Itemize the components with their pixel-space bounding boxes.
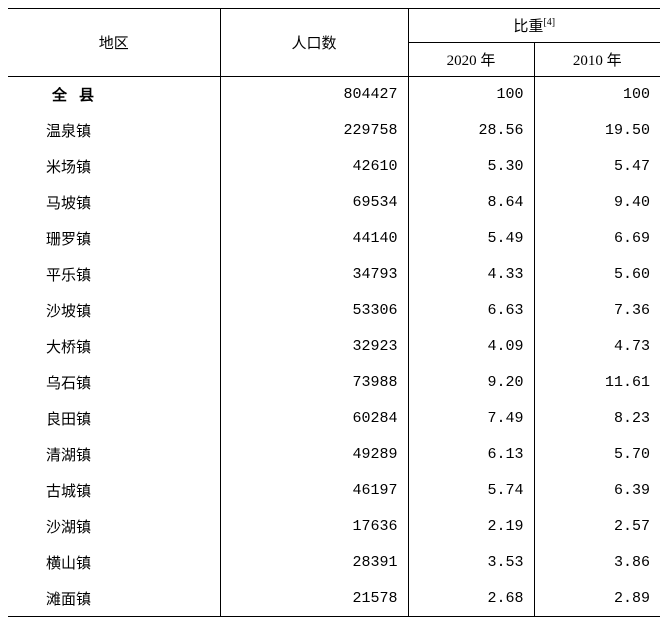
header-weight: 比重[4] xyxy=(408,9,660,43)
table-row: 沙坡镇533066.637.36 xyxy=(8,293,660,329)
cell-weight-2020: 5.74 xyxy=(408,473,534,509)
cell-weight-2020: 2.68 xyxy=(408,581,534,617)
table-row: 平乐镇347934.335.60 xyxy=(8,257,660,293)
population-table-container: 地区 人口数 比重[4] 2020 年 2010 年 全县80442710010… xyxy=(8,8,660,617)
table-row: 滩面镇215782.682.89 xyxy=(8,581,660,617)
cell-population: 44140 xyxy=(220,221,408,257)
table-row: 清湖镇492896.135.70 xyxy=(8,437,660,473)
cell-population: 229758 xyxy=(220,113,408,149)
table-row: 大桥镇329234.094.73 xyxy=(8,329,660,365)
table-row: 古城镇461975.746.39 xyxy=(8,473,660,509)
header-year-2020: 2020 年 xyxy=(408,43,534,77)
cell-weight-2010: 5.60 xyxy=(534,257,660,293)
cell-weight-2020: 9.20 xyxy=(408,365,534,401)
cell-weight-2010: 19.50 xyxy=(534,113,660,149)
cell-population: 17636 xyxy=(220,509,408,545)
cell-weight-2020: 7.49 xyxy=(408,401,534,437)
cell-region: 良田镇 xyxy=(8,401,220,437)
cell-weight-2010: 9.40 xyxy=(534,185,660,221)
cell-region: 清湖镇 xyxy=(8,437,220,473)
cell-region: 平乐镇 xyxy=(8,257,220,293)
cell-weight-2010: 2.57 xyxy=(534,509,660,545)
header-region: 地区 xyxy=(8,9,220,77)
cell-weight-2010: 3.86 xyxy=(534,545,660,581)
cell-population: 46197 xyxy=(220,473,408,509)
cell-weight-2010: 6.39 xyxy=(534,473,660,509)
cell-weight-2020: 8.64 xyxy=(408,185,534,221)
table-row: 温泉镇22975828.5619.50 xyxy=(8,113,660,149)
cell-region: 乌石镇 xyxy=(8,365,220,401)
cell-weight-2020: 2.19 xyxy=(408,509,534,545)
cell-weight-2020: 100 xyxy=(408,77,534,113)
table-row: 米场镇426105.305.47 xyxy=(8,149,660,185)
cell-weight-2010: 5.70 xyxy=(534,437,660,473)
cell-region: 珊罗镇 xyxy=(8,221,220,257)
cell-population: 21578 xyxy=(220,581,408,617)
cell-weight-2010: 4.73 xyxy=(534,329,660,365)
header-weight-label: 比重 xyxy=(513,19,543,35)
cell-population: 34793 xyxy=(220,257,408,293)
header-weight-note: [4] xyxy=(543,17,555,28)
cell-population: 53306 xyxy=(220,293,408,329)
cell-weight-2010: 100 xyxy=(534,77,660,113)
cell-weight-2020: 5.49 xyxy=(408,221,534,257)
cell-weight-2020: 6.13 xyxy=(408,437,534,473)
table-row: 良田镇602847.498.23 xyxy=(8,401,660,437)
header-population: 人口数 xyxy=(220,9,408,77)
cell-weight-2020: 4.09 xyxy=(408,329,534,365)
table-row: 马坡镇695348.649.40 xyxy=(8,185,660,221)
cell-weight-2020: 28.56 xyxy=(408,113,534,149)
table-row: 乌石镇739889.2011.61 xyxy=(8,365,660,401)
cell-population: 60284 xyxy=(220,401,408,437)
cell-weight-2010: 2.89 xyxy=(534,581,660,617)
cell-region: 沙坡镇 xyxy=(8,293,220,329)
table-body: 全县804427100100温泉镇22975828.5619.50米场镇4261… xyxy=(8,77,660,617)
cell-region: 滩面镇 xyxy=(8,581,220,617)
cell-region: 马坡镇 xyxy=(8,185,220,221)
table-header: 地区 人口数 比重[4] 2020 年 2010 年 xyxy=(8,9,660,77)
cell-region: 沙湖镇 xyxy=(8,509,220,545)
table-row: 珊罗镇441405.496.69 xyxy=(8,221,660,257)
table-row: 全县804427100100 xyxy=(8,77,660,113)
header-row-1: 地区 人口数 比重[4] xyxy=(8,9,660,43)
cell-weight-2010: 7.36 xyxy=(534,293,660,329)
cell-population: 32923 xyxy=(220,329,408,365)
cell-region: 大桥镇 xyxy=(8,329,220,365)
cell-weight-2020: 3.53 xyxy=(408,545,534,581)
cell-weight-2010: 6.69 xyxy=(534,221,660,257)
cell-region: 米场镇 xyxy=(8,149,220,185)
cell-weight-2010: 8.23 xyxy=(534,401,660,437)
cell-weight-2020: 6.63 xyxy=(408,293,534,329)
table-row: 沙湖镇176362.192.57 xyxy=(8,509,660,545)
cell-population: 42610 xyxy=(220,149,408,185)
cell-region: 温泉镇 xyxy=(8,113,220,149)
cell-population: 69534 xyxy=(220,185,408,221)
cell-population: 73988 xyxy=(220,365,408,401)
cell-region: 古城镇 xyxy=(8,473,220,509)
cell-region: 全县 xyxy=(8,77,220,113)
population-table: 地区 人口数 比重[4] 2020 年 2010 年 全县80442710010… xyxy=(8,8,660,617)
cell-weight-2020: 4.33 xyxy=(408,257,534,293)
cell-population: 28391 xyxy=(220,545,408,581)
table-row: 横山镇283913.533.86 xyxy=(8,545,660,581)
cell-population: 804427 xyxy=(220,77,408,113)
cell-weight-2020: 5.30 xyxy=(408,149,534,185)
header-year-2010: 2010 年 xyxy=(534,43,660,77)
cell-population: 49289 xyxy=(220,437,408,473)
cell-weight-2010: 5.47 xyxy=(534,149,660,185)
cell-region: 横山镇 xyxy=(8,545,220,581)
cell-weight-2010: 11.61 xyxy=(534,365,660,401)
